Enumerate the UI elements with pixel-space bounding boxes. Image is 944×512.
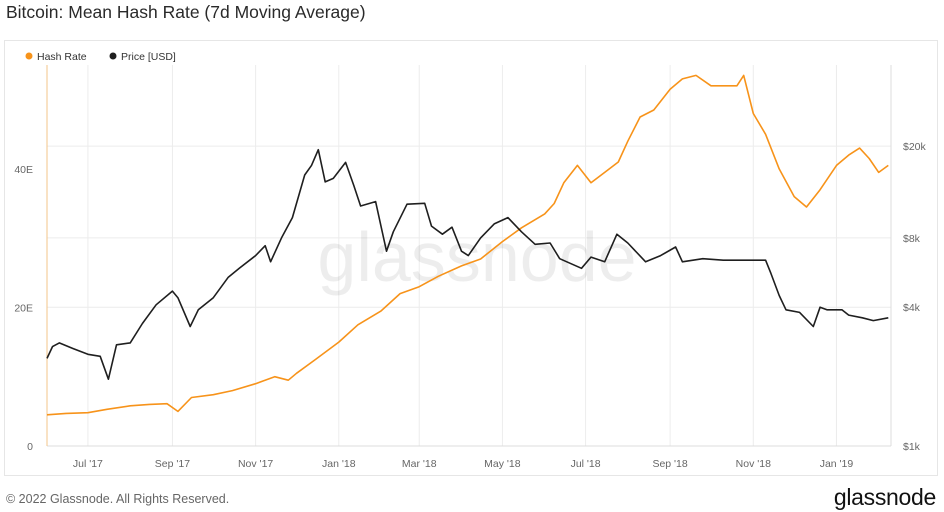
- chart-svg: glassnode Jul '17 Sep '17 Nov '17 Jan '18 Mar…: [14, 51, 927, 470]
- glassnode-logo: glassnode: [833, 484, 936, 510]
- x-tick-label-3: Jan '18: [322, 458, 356, 470]
- y-left-tick-label-0: 0: [27, 441, 33, 453]
- series-line-hash-rate: [46, 74, 889, 416]
- x-tick-label-1: Sep '17: [155, 458, 190, 470]
- y-right-tick-label-0: $1k: [903, 441, 921, 453]
- legend-label-1[interactable]: Price [USD]: [121, 51, 176, 63]
- chart-title: Bitcoin: Mean Hash Rate (7d Moving Avera…: [6, 2, 366, 22]
- legend-marker-0[interactable]: [25, 52, 33, 60]
- y-left-tick-label-2: 40E: [14, 164, 33, 176]
- y-right-tick-label-3: $20k: [903, 141, 927, 153]
- x-tick-label-7: Sep '18: [652, 458, 687, 470]
- x-tick-label-9: Jan '19: [820, 458, 854, 470]
- copyright-text: © 2022 Glassnode. All Rights Reserved.: [6, 492, 230, 506]
- y-right-tick-label-1: $4k: [903, 302, 921, 314]
- series-line-price: [46, 148, 889, 380]
- x-tick-label-5: May '18: [484, 458, 521, 470]
- x-tick-label-6: Jul '18: [571, 458, 601, 470]
- chart-panel: glassnode Jul '17 Sep '17 Nov '17 Jan '18 Mar…: [4, 40, 938, 476]
- y-left-tick-label-1: 20E: [14, 302, 33, 314]
- x-tick-label-4: Mar '18: [402, 458, 437, 470]
- x-tick-label-8: Nov '18: [736, 458, 771, 470]
- legend-label-0[interactable]: Hash Rate: [37, 51, 87, 63]
- x-tick-label-2: Nov '17: [238, 458, 273, 470]
- watermark-text: glassnode: [317, 218, 636, 296]
- legend-marker-1[interactable]: [109, 52, 117, 60]
- x-tick-label-0: Jul '17: [73, 458, 103, 470]
- y-right-tick-label-2: $8k: [903, 233, 921, 245]
